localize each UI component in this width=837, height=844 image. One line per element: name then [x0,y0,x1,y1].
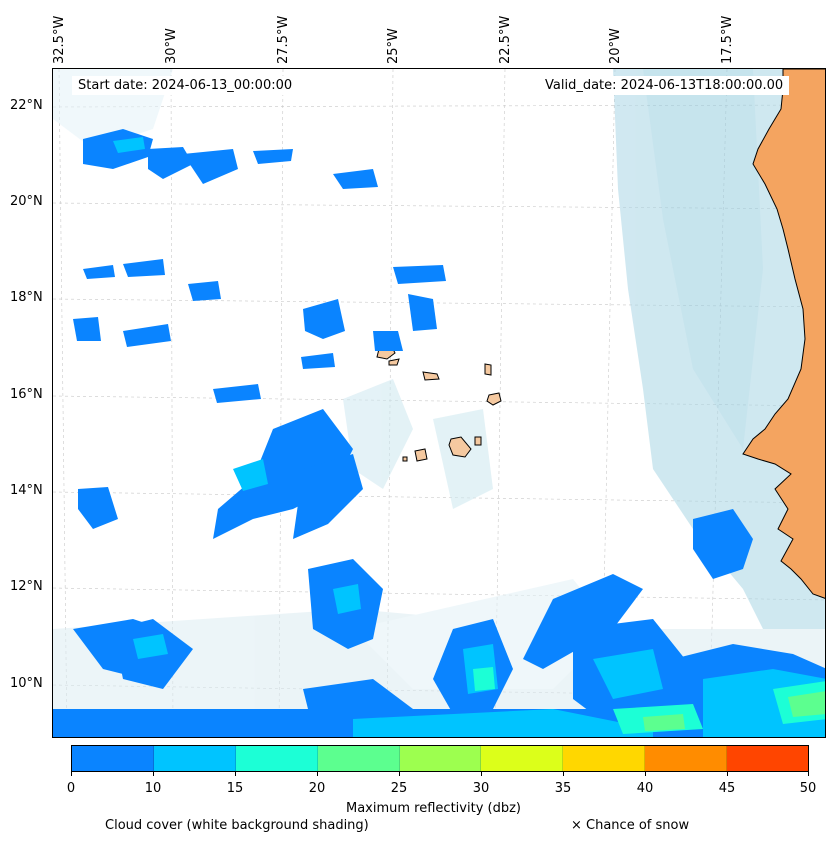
lon-tick-label: 32.5°W [52,15,67,64]
colorbar-tick-label: 25 [390,781,408,796]
colorbar-tick-label: 20 [308,781,326,796]
lat-tick-label: 12°N [10,579,43,594]
colorbar-segment [727,746,809,771]
colorbar-tick-label: 30 [472,781,490,796]
reflectivity-mid [113,137,825,737]
lon-tick-label: 17.5°W [720,15,735,64]
africa-landmass [742,69,825,599]
map-canvas [53,69,825,737]
start-date-label: Start date: 2024-06-13_00:00:00 [72,76,299,95]
map-plot-area[interactable] [52,68,826,738]
reflectivity-colorbar [71,745,809,772]
colorbar-segment [235,746,318,771]
lon-tick-label: 22.5°W [498,15,513,64]
lat-tick-label: 14°N [10,483,43,498]
lat-tick-label: 18°N [10,290,43,305]
colorbar-segment [481,746,564,771]
colorbar-segment [72,746,154,771]
colorbar-segment [645,746,728,771]
lat-tick-label: 10°N [10,676,43,691]
lat-tick-label: 22°N [10,98,43,113]
colorbar-tick-label: 10 [144,781,162,796]
reflectivity-high2 [643,691,825,731]
colorbar-segment [563,746,646,771]
cloud-cover-legend: Cloud cover (white background shading) [105,818,369,833]
colorbar-label: Maximum reflectivity (dbz) [346,801,521,816]
colorbar-tick-label: 50 [799,781,817,796]
lon-tick-label: 30°W [164,28,179,64]
valid-date-label: Valid_date: 2024-06-13T18:00:00.00 [539,76,790,95]
colorbar-tick-label: 40 [636,781,654,796]
lat-tick-label: 16°N [10,387,43,402]
lon-tick-label: 27.5°W [276,15,291,64]
colorbar-tick-label: 15 [226,781,244,796]
lon-tick-label: 20°W [608,28,623,64]
lon-tick-label: 25°W [386,28,401,64]
snow-legend: × Chance of snow [571,818,690,833]
colorbar-tick-label: 35 [554,781,572,796]
colorbar-tick-label: 0 [66,781,76,796]
colorbar-segment [317,746,400,771]
colorbar-segment [399,746,482,771]
colorbar-segment [153,746,236,771]
lat-tick-label: 20°N [10,194,43,209]
colorbar-tick-label: 45 [718,781,736,796]
